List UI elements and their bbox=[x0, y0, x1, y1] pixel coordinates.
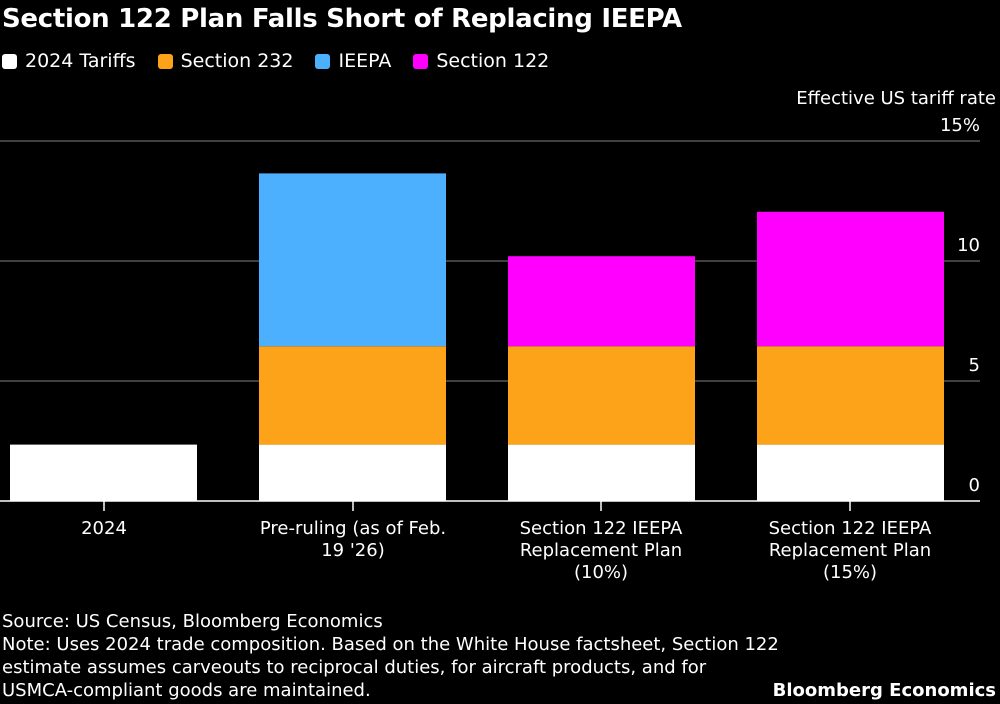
legend: 2024 Tariffs Section 232 IEEPA Section 122 bbox=[2, 50, 549, 72]
bar-segment-section-232 bbox=[508, 346, 695, 445]
bar-segment-2024-tariffs bbox=[10, 444, 197, 501]
y-axis-label: Effective US tariff rate bbox=[796, 88, 996, 109]
bar-segment-section-122 bbox=[757, 211, 944, 347]
legend-label: 2024 Tariffs bbox=[25, 50, 136, 72]
legend-item: Section 232 bbox=[157, 50, 294, 72]
bar-segment-section-122 bbox=[508, 256, 695, 347]
bar-segment-2024-tariffs bbox=[757, 444, 944, 501]
x-tick-label: Pre-ruling (as of Feb. 19 '26) bbox=[259, 518, 447, 561]
note-text: Note: Uses 2024 trade composition. Based… bbox=[2, 634, 779, 701]
bar-segment-section-232 bbox=[259, 346, 446, 445]
bar-segment-ieepa bbox=[259, 173, 446, 347]
bar-segment-section-232 bbox=[757, 346, 944, 445]
brand-logo: Bloomberg Economics bbox=[772, 680, 996, 701]
legend-item: Section 122 bbox=[413, 50, 549, 72]
y-tick-label: 5 bbox=[969, 355, 980, 376]
legend-swatch bbox=[2, 53, 17, 69]
bar-segment-2024-tariffs bbox=[259, 444, 446, 501]
source-text: Source: US Census, Bloomberg Economics bbox=[2, 611, 383, 632]
x-tick-label: Section 122 IEEPA Replacement Plan (15%) bbox=[768, 518, 932, 583]
y-tick-label: 10 bbox=[957, 235, 980, 256]
legend-item: IEEPA bbox=[315, 50, 391, 72]
legend-swatch bbox=[315, 53, 331, 69]
legend-item: 2024 Tariffs bbox=[2, 50, 136, 72]
y-tick-label: 15% bbox=[940, 115, 980, 136]
footnote: Source: US Census, Bloomberg Economics N… bbox=[2, 610, 782, 702]
legend-swatch bbox=[157, 53, 173, 69]
legend-label: IEEPA bbox=[338, 50, 392, 72]
y-tick-label: 0 bbox=[969, 475, 980, 496]
bar-segment-2024-tariffs bbox=[508, 444, 695, 501]
x-tick-label: 2024 bbox=[81, 518, 127, 539]
legend-label: Section 232 bbox=[180, 50, 294, 72]
x-tick-label: Section 122 IEEPA Replacement Plan (10%) bbox=[519, 518, 683, 583]
chart-title: Section 122 Plan Falls Short of Replacin… bbox=[2, 4, 682, 34]
legend-swatch bbox=[413, 53, 429, 69]
legend-label: Section 122 bbox=[436, 50, 550, 72]
